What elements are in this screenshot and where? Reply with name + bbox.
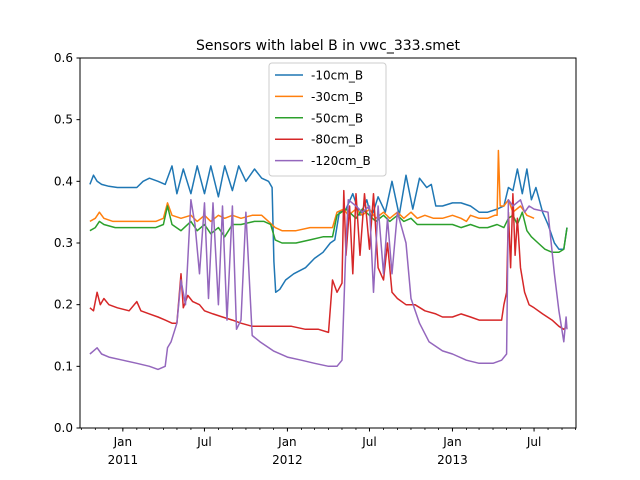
legend-label: -10cm_B [311, 69, 363, 83]
x-tick-year-label: 2011 [108, 453, 139, 467]
legend-label: -120cm_B [311, 154, 371, 168]
series-line-4 [89, 199, 568, 371]
y-tick-label: 0.2 [54, 298, 73, 312]
x-tick-label: Jul [361, 435, 376, 449]
y-tick-label: 0.5 [54, 113, 73, 127]
legend-label: -30cm_B [311, 90, 363, 104]
x-tick-year-label: 2012 [272, 453, 303, 467]
y-tick-label: 0.0 [54, 421, 73, 435]
x-axis: Jan 2011 Jul Jan 2012 Jul Jan 2013 Jul [80, 428, 576, 467]
y-tick-label: 0.4 [54, 174, 73, 188]
legend: -10cm_B -30cm_B -50cm_B -80cm_B -120cm_B [268, 62, 387, 177]
y-tick-label: 0.3 [54, 236, 73, 250]
series-layer [89, 149, 568, 371]
chart-title: Sensors with label B in vwc_333.smet [196, 38, 461, 54]
legend-label: -50cm_B [311, 111, 363, 125]
series-line-2 [89, 205, 568, 254]
x-tick-label: Jul [196, 435, 211, 449]
x-tick-label: Jul [526, 435, 541, 449]
legend-box [268, 62, 387, 177]
x-tick-year-label: 2013 [437, 453, 468, 467]
series-line-3 [89, 189, 568, 334]
series-line-0 [89, 165, 568, 294]
y-axis: 0.0 0.1 0.2 0.3 0.4 0.5 0.6 [54, 51, 80, 435]
y-tick-label: 0.1 [54, 359, 73, 373]
x-tick-label: Jan [277, 435, 297, 449]
x-tick-label: Jan [442, 435, 462, 449]
legend-label: -80cm_B [311, 133, 363, 147]
x-tick-label: Jan [113, 435, 133, 449]
y-tick-label: 0.6 [54, 51, 73, 65]
